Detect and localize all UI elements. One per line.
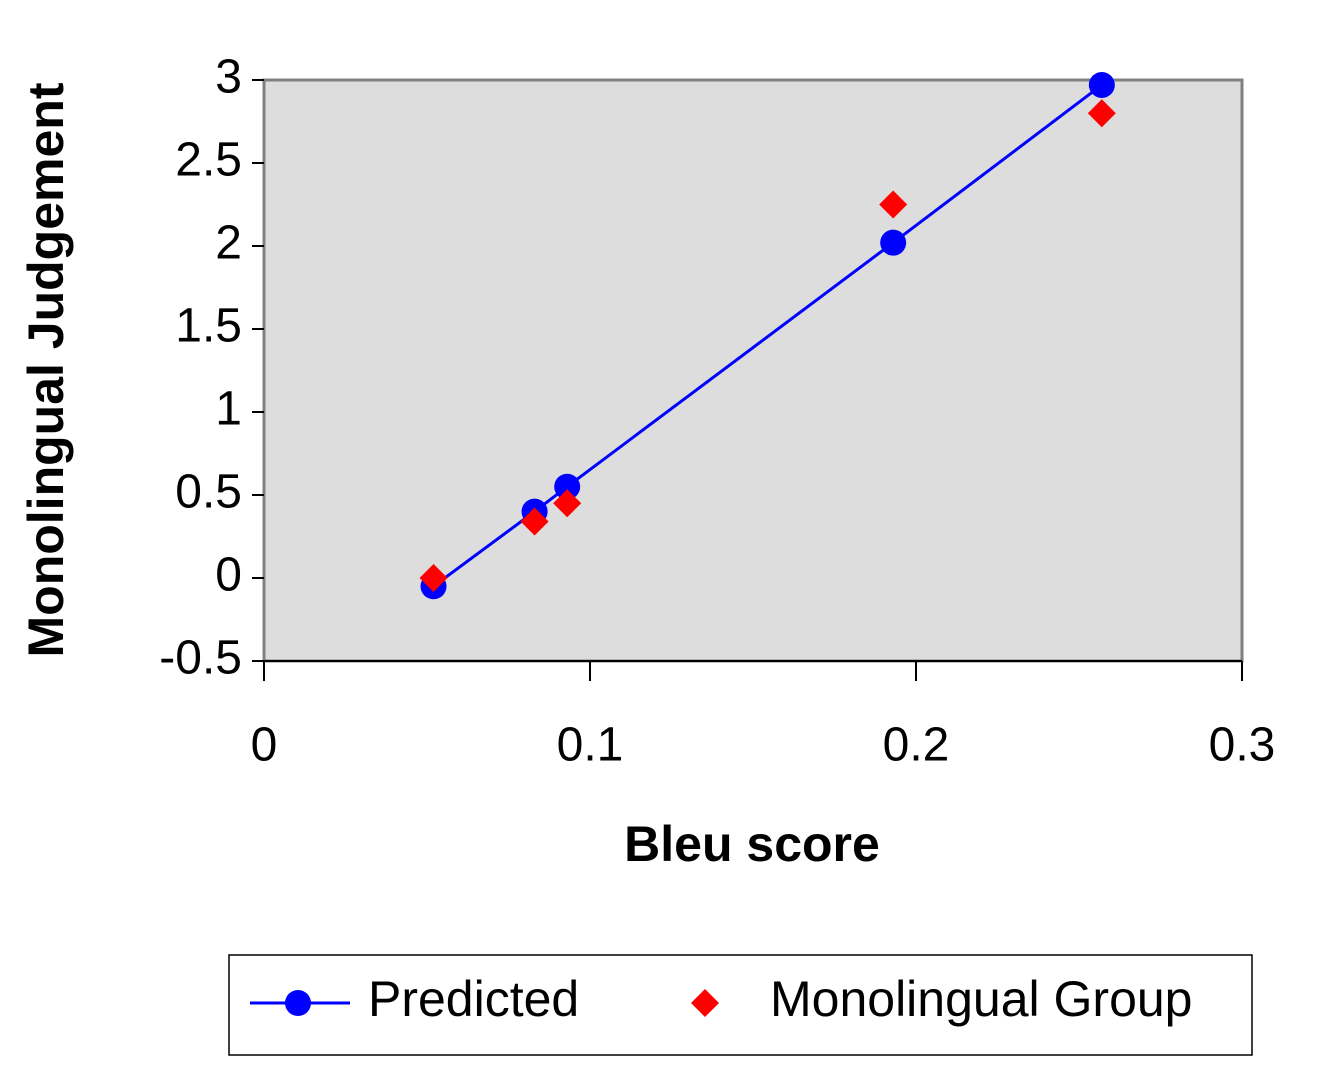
point [880, 229, 907, 256]
legend-label: Predicted [368, 971, 579, 1027]
y-tick-label: 2.5 [175, 134, 242, 187]
point [419, 564, 448, 592]
y-tick-label: -0.5 [159, 632, 242, 685]
plot-area [262, 78, 1244, 663]
legend-marker [285, 990, 311, 1016]
point [1088, 71, 1115, 98]
legend-label: Monolingual Group [770, 971, 1193, 1027]
legend-marker [691, 989, 719, 1017]
legend [228, 954, 1253, 1056]
x-tick-label: 0.2 [883, 719, 950, 772]
x-tick-label: 0.1 [557, 719, 624, 772]
y-tick-label: 1.5 [175, 300, 242, 353]
point [1087, 99, 1116, 128]
x-tick-label: 0 [251, 719, 278, 772]
x-tick-label: 0.3 [1209, 719, 1276, 772]
x-axis-title: Bleu score [624, 816, 880, 872]
y-tick-label: 1 [215, 383, 242, 436]
y-tick-label: 0.5 [175, 466, 242, 519]
point [554, 473, 581, 500]
point [553, 489, 582, 518]
y-tick-label: 0 [215, 549, 242, 602]
y-axis-title: Monolingual Judgement [18, 82, 74, 657]
point [879, 190, 908, 219]
y-tick-label: 2 [215, 217, 242, 270]
y-tick-label: 3 [215, 51, 242, 104]
point [520, 507, 549, 536]
